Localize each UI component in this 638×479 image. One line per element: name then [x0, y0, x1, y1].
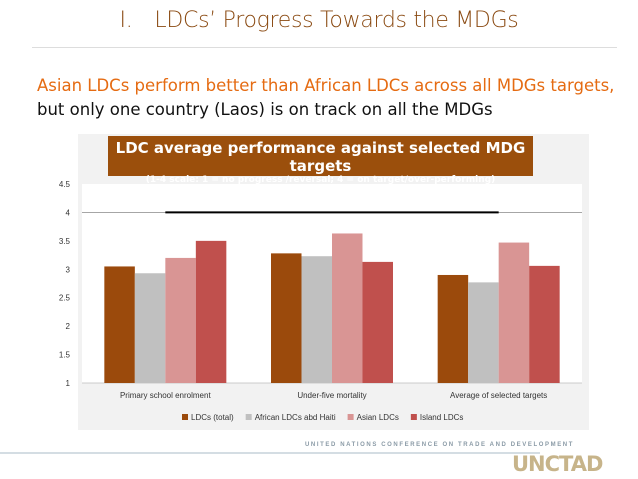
subtitle-highlight: Asian LDCs perform better than African L…: [37, 76, 615, 95]
chart-title-box: LDC average performance against selected…: [108, 136, 533, 185]
x-tick-label: Primary school enrolment: [120, 391, 211, 400]
legend-label: Island LDCs: [420, 413, 464, 422]
y-tick-label: 1.5: [59, 351, 71, 360]
bar: [301, 256, 332, 383]
bar: [437, 274, 469, 383]
subtitle-rest: but only one country (Laos) is on track …: [37, 100, 493, 119]
section-number: I.: [119, 8, 133, 33]
bar: [134, 273, 166, 383]
bar: [529, 265, 560, 383]
legend-label: Asian LDCs: [357, 413, 399, 422]
x-tick-label: Average of selected targets: [450, 391, 547, 400]
chart-title: LDC average performance against selected…: [115, 139, 526, 175]
y-tick-label: 2: [66, 322, 71, 331]
legend-swatch: [245, 414, 252, 420]
bar: [165, 257, 196, 383]
bar: [195, 240, 227, 383]
y-tick-label: 1: [66, 379, 71, 388]
footer-org: UNITED NATIONS CONFERENCE ON TRADE AND D…: [305, 442, 575, 448]
y-tick-label: 4.5: [59, 180, 71, 189]
bar: [332, 233, 363, 383]
legend-label: LDCs (total): [191, 413, 234, 422]
bar: [362, 261, 393, 383]
legend-swatch: [182, 414, 188, 420]
chart-subtitle: (1-4 scale: 1 = no progress /reversal; 4…: [145, 175, 496, 185]
legend-label: African LDCs abd Haiti: [255, 413, 336, 422]
bar: [468, 282, 499, 383]
legend-swatch: [410, 414, 417, 420]
divider: [32, 47, 617, 48]
y-tick-label: 3.5: [59, 237, 71, 246]
title-text: LDCs’ Progress Towards the MDGs: [154, 8, 519, 33]
x-tick-label: Under-five mortality: [297, 391, 366, 400]
bar: [498, 242, 530, 383]
unctad-logo: UNCTAD: [512, 452, 603, 476]
legend-swatch: [347, 414, 354, 420]
footer-divider: [0, 452, 540, 454]
slide-title: I. LDCs’ Progress Towards the MDGs: [0, 8, 638, 33]
slide-subtitle: Asian LDCs perform better than African L…: [37, 74, 627, 122]
bar: [104, 266, 135, 383]
y-tick-label: 2.5: [59, 294, 71, 303]
bar: [271, 253, 302, 383]
y-tick-label: 3: [66, 265, 71, 274]
y-tick-label: 4: [66, 208, 71, 217]
